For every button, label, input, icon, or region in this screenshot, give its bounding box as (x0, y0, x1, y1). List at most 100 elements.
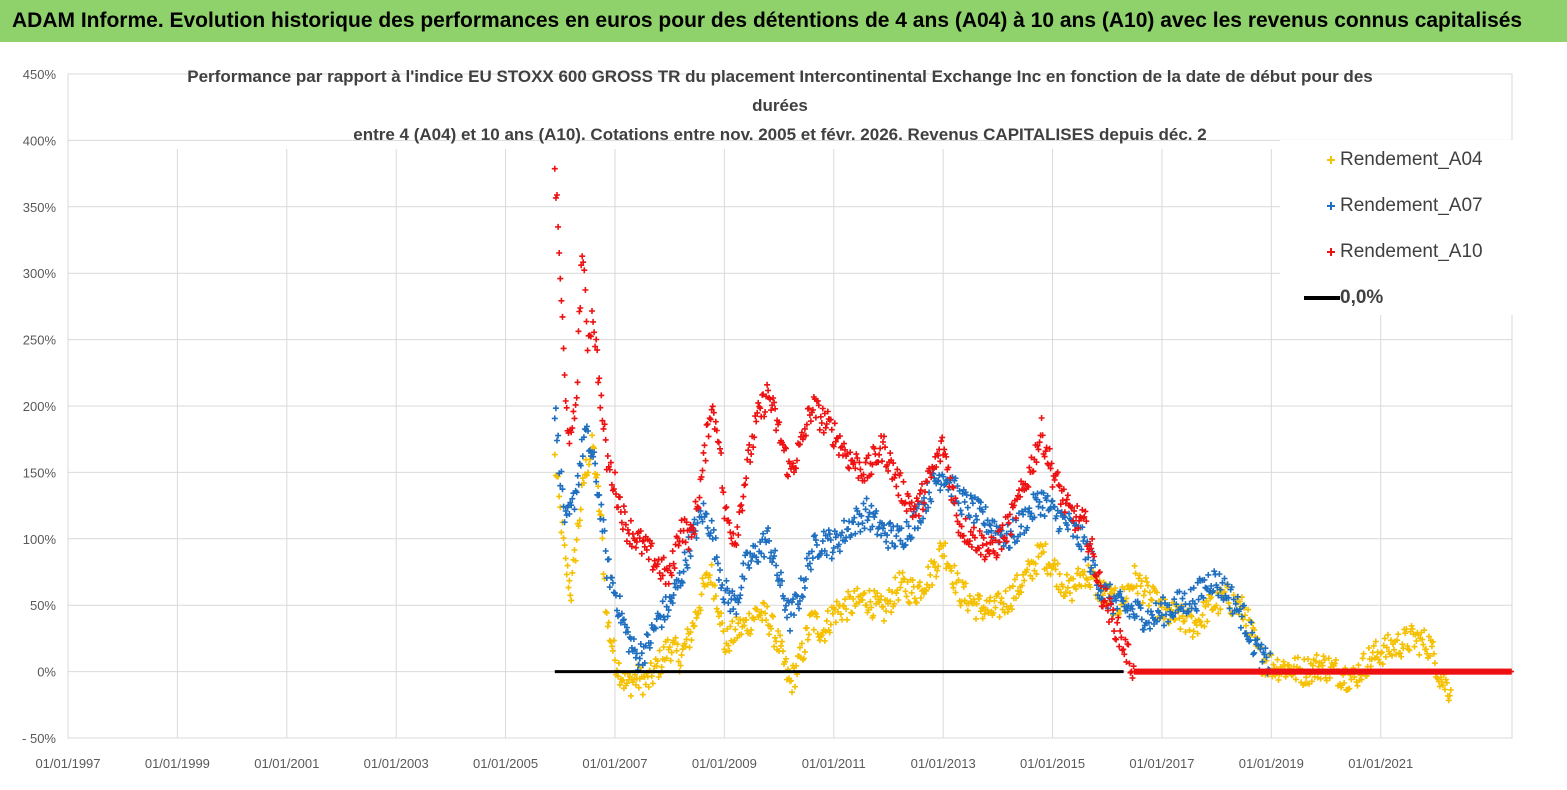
data-point (1413, 638, 1420, 644)
data-point (765, 525, 772, 532)
data-point (777, 582, 784, 589)
data-point (1030, 468, 1037, 475)
data-point (1138, 578, 1145, 585)
data-point (854, 455, 861, 462)
data-point (1107, 581, 1113, 588)
data-point (1019, 508, 1026, 515)
data-point (798, 640, 805, 647)
data-point (820, 429, 827, 436)
data-point (586, 461, 592, 468)
chart-points (551, 165, 1514, 704)
data-point (1179, 595, 1186, 602)
data-point (1030, 491, 1037, 498)
data-point (778, 569, 784, 576)
data-point (1018, 589, 1025, 596)
data-point (960, 584, 967, 590)
data-point (827, 416, 834, 423)
data-point (885, 544, 892, 551)
data-point (841, 440, 847, 447)
data-point (821, 637, 828, 644)
data-point (921, 494, 927, 501)
data-point (1367, 663, 1374, 670)
chart-title-line-1: Performance par rapport à l'indice EU ST… (187, 67, 1373, 86)
data-point (987, 594, 994, 601)
data-point (757, 405, 764, 412)
data-point (734, 524, 741, 530)
data-point (801, 584, 808, 591)
data-point (941, 482, 948, 489)
data-point (975, 595, 982, 602)
data-point (881, 617, 887, 624)
data-point (1181, 618, 1188, 625)
data-point (723, 504, 730, 511)
data-point (828, 555, 835, 562)
data-point (558, 468, 565, 475)
data-point (925, 563, 932, 570)
data-point (1195, 596, 1202, 603)
data-point (600, 571, 607, 578)
data-point (681, 549, 688, 556)
data-point (663, 603, 670, 610)
data-point (560, 535, 567, 542)
data-point (1089, 535, 1096, 542)
data-point (1049, 484, 1056, 490)
data-point (679, 538, 686, 545)
data-point (1434, 675, 1441, 682)
data-point (795, 601, 801, 608)
data-point (720, 489, 727, 496)
data-point (595, 483, 602, 490)
data-point (738, 502, 745, 508)
data-point (601, 527, 608, 534)
data-point (762, 610, 769, 617)
data-point (1043, 497, 1050, 504)
data-point (709, 535, 716, 542)
data-point (895, 597, 902, 603)
data-point (996, 539, 1003, 546)
data-point (874, 590, 881, 597)
data-point (1014, 496, 1020, 503)
y-tick-label: 0% (37, 665, 56, 680)
data-point (1358, 676, 1365, 683)
data-point (1043, 444, 1050, 451)
data-point (1403, 626, 1410, 632)
data-point (559, 313, 566, 320)
data-point (889, 588, 896, 595)
data-point (1380, 642, 1387, 649)
data-point (1228, 584, 1235, 590)
data-point (698, 591, 705, 598)
data-point (1323, 677, 1330, 684)
data-point (1320, 653, 1327, 660)
data-point (1018, 523, 1025, 530)
data-point (1243, 622, 1249, 629)
data-point (878, 532, 885, 539)
data-point (619, 677, 626, 683)
data-point (663, 655, 670, 662)
data-point (1220, 596, 1227, 603)
data-point (1181, 590, 1188, 597)
y-tick-label: 200% (23, 399, 57, 414)
data-point (725, 642, 732, 649)
data-point (651, 557, 658, 564)
data-point (823, 421, 830, 427)
data-point (1014, 538, 1020, 545)
data-point (728, 596, 735, 603)
data-point (903, 593, 910, 600)
data-point (973, 516, 980, 523)
data-point (897, 537, 904, 544)
data-point (866, 509, 873, 516)
data-point (1116, 643, 1123, 650)
data-point (698, 473, 705, 480)
data-point (989, 539, 996, 546)
data-point (713, 427, 720, 434)
data-point (738, 631, 745, 638)
data-point (945, 464, 952, 471)
data-point (1123, 658, 1130, 665)
data-point (605, 463, 612, 470)
data-point (1093, 573, 1099, 580)
data-point (1134, 598, 1141, 605)
data-point (1165, 618, 1172, 625)
data-point (636, 655, 643, 662)
data-point (917, 595, 924, 601)
data-point (791, 469, 797, 476)
data-point (574, 472, 581, 479)
